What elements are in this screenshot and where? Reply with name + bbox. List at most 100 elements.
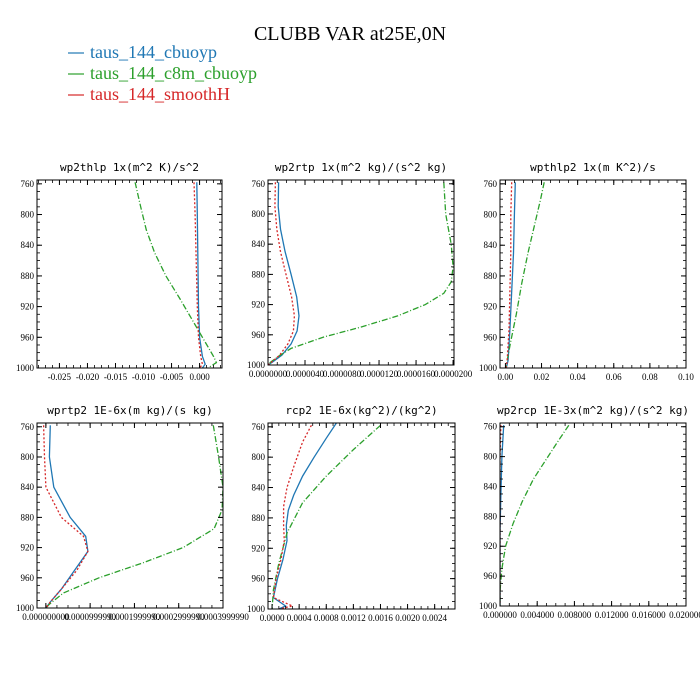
legend-label: taus_144_cbuoyp [90, 42, 217, 62]
plot-frame [267, 422, 456, 610]
x-tick-label: 0.04 [570, 372, 586, 382]
y-tick-label: 800 [252, 209, 266, 219]
series-line [500, 424, 570, 606]
x-tick-label: 0.00 [498, 372, 514, 382]
y-tick-label: 760 [21, 422, 35, 432]
y-tick-label: 800 [484, 452, 498, 462]
y-tick-label: 880 [21, 271, 35, 281]
plot-panel: rcp2 1E-6x(kg^2)/(kg^2) 760 800 840 880 920 96… [247, 404, 456, 623]
x-tick-label: 0.06 [606, 372, 622, 382]
x-tick-label: 0.0024 [422, 613, 447, 623]
plot-frame [36, 422, 224, 609]
y-tick-label: 920 [484, 302, 498, 312]
x-tick-label: -0.020 [76, 372, 100, 382]
y-tick-label: 800 [484, 210, 498, 220]
x-tick-label: 0.0020 [395, 613, 420, 623]
legend-entry: taus_144_smoothH [68, 84, 230, 104]
x-tick-label: 0.0012 [341, 613, 366, 623]
plot-panel: wp2rcp 1E-3x(m^2 kg)/(s^2 kg) 760 800 840 88… [479, 404, 700, 620]
y-tick-label: 960 [21, 332, 35, 342]
legend: taus_144_cbuoyptaus_144_c8m_cbuoyptaus_1… [68, 42, 257, 104]
y-tick-label: 880 [252, 269, 266, 279]
y-tick-label: 920 [252, 543, 266, 553]
x-tick-label: 0.08 [642, 372, 658, 382]
x-tick-label: 0.0016 [368, 613, 393, 623]
x-tick-label: 0.0000120 [360, 369, 399, 379]
x-tick-label: 0.016000 [632, 610, 666, 620]
y-tick-label: 760 [484, 179, 498, 189]
series-line [272, 424, 312, 609]
panel-title: wpthlp2 1x(m K^2)/s [530, 161, 656, 174]
plot-panel: wp2thlp 1x(m^2 K)/s^2 760 800 840 880 920 960 1… [16, 161, 223, 382]
x-tick-label: 0.000000000 [22, 612, 70, 622]
series-line [268, 182, 454, 365]
x-tick-label: 0.0000000 [249, 369, 288, 379]
y-tick-label: 960 [484, 332, 498, 342]
series-line [268, 182, 296, 365]
y-tick-label: 960 [484, 571, 498, 581]
y-tick-label: 960 [252, 574, 266, 584]
series-group [500, 424, 570, 606]
series-group [42, 425, 223, 608]
x-tick-label: -0.025 [48, 372, 72, 382]
x-tick-label: 0.008000 [558, 610, 592, 620]
x-tick-label: 0.000 [189, 372, 210, 382]
panel-title: wprtp2 1E-6x(m kg)/(s kg) [47, 404, 213, 417]
y-tick-label: 1000 [16, 363, 35, 373]
series-line [271, 424, 381, 609]
y-tick-label: 880 [21, 512, 35, 522]
series-group [505, 182, 545, 368]
x-tick-label: 0.0000040 [286, 369, 325, 379]
legend-label: taus_144_smoothH [90, 84, 230, 104]
legend-entry: taus_144_c8m_cbuoyp [68, 63, 257, 83]
y-tick-label: 760 [21, 179, 35, 189]
x-tick-label: 0.0001999990 [109, 612, 161, 622]
series-line [45, 425, 89, 608]
x-tick-label: 0.0000160 [397, 369, 436, 379]
x-tick-label: -0.010 [132, 372, 156, 382]
y-tick-label: 1000 [479, 601, 498, 611]
y-tick-label: 800 [252, 452, 266, 462]
x-tick-label: 0.012000 [595, 610, 629, 620]
x-tick-label: 0.0002999990 [153, 612, 205, 622]
y-tick-label: 760 [252, 422, 266, 432]
y-tick-label: 840 [252, 239, 266, 249]
x-tick-label: -0.015 [104, 372, 128, 382]
y-tick-label: 1000 [479, 363, 498, 373]
panel-title: wp2rcp 1E-3x(m^2 kg)/(s^2 kg) [497, 404, 689, 417]
x-tick-label: 0.0008 [314, 613, 339, 623]
y-tick-label: 840 [484, 240, 498, 250]
y-tick-label: 960 [252, 330, 266, 340]
legend-label: taus_144_c8m_cbuoyp [90, 63, 257, 83]
y-tick-label: 800 [21, 210, 35, 220]
x-tick-label: 0.10 [678, 372, 694, 382]
series-line [193, 182, 204, 368]
plot-panels: wp2thlp 1x(m^2 K)/s^2 760 800 840 880 920 960 1… [16, 161, 700, 623]
legend-entry: taus_144_cbuoyp [68, 42, 217, 62]
series-group [271, 423, 381, 609]
x-tick-label: 0.0000080 [323, 369, 362, 379]
y-tick-label: 840 [21, 240, 35, 250]
y-tick-label: 960 [21, 573, 35, 583]
series-line [505, 182, 545, 368]
series-group [268, 182, 454, 365]
y-tick-label: 880 [252, 513, 266, 523]
x-tick-label: 0.0004 [287, 613, 312, 623]
x-tick-label: 0.0003999990 [197, 612, 249, 622]
plot-frame [499, 422, 687, 607]
panel-title: wp2rtp 1x(m^2 kg)/(s^2 kg) [275, 161, 447, 174]
x-tick-label: -0.005 [160, 372, 184, 382]
y-tick-label: 920 [252, 300, 266, 310]
y-tick-label: 920 [21, 543, 35, 553]
y-tick-label: 840 [21, 482, 35, 492]
y-tick-label: 1000 [247, 604, 266, 614]
series-line [42, 425, 89, 608]
series-line [196, 182, 206, 368]
y-tick-label: 920 [21, 302, 35, 312]
panel-title: wp2thlp 1x(m^2 K)/s^2 [60, 161, 199, 174]
plot-panel: wpthlp2 1x(m K^2)/s 760 800 840 880 920 960 100… [479, 161, 694, 382]
y-tick-label: 760 [252, 179, 266, 189]
series-group [134, 182, 218, 368]
series-line [134, 182, 218, 368]
